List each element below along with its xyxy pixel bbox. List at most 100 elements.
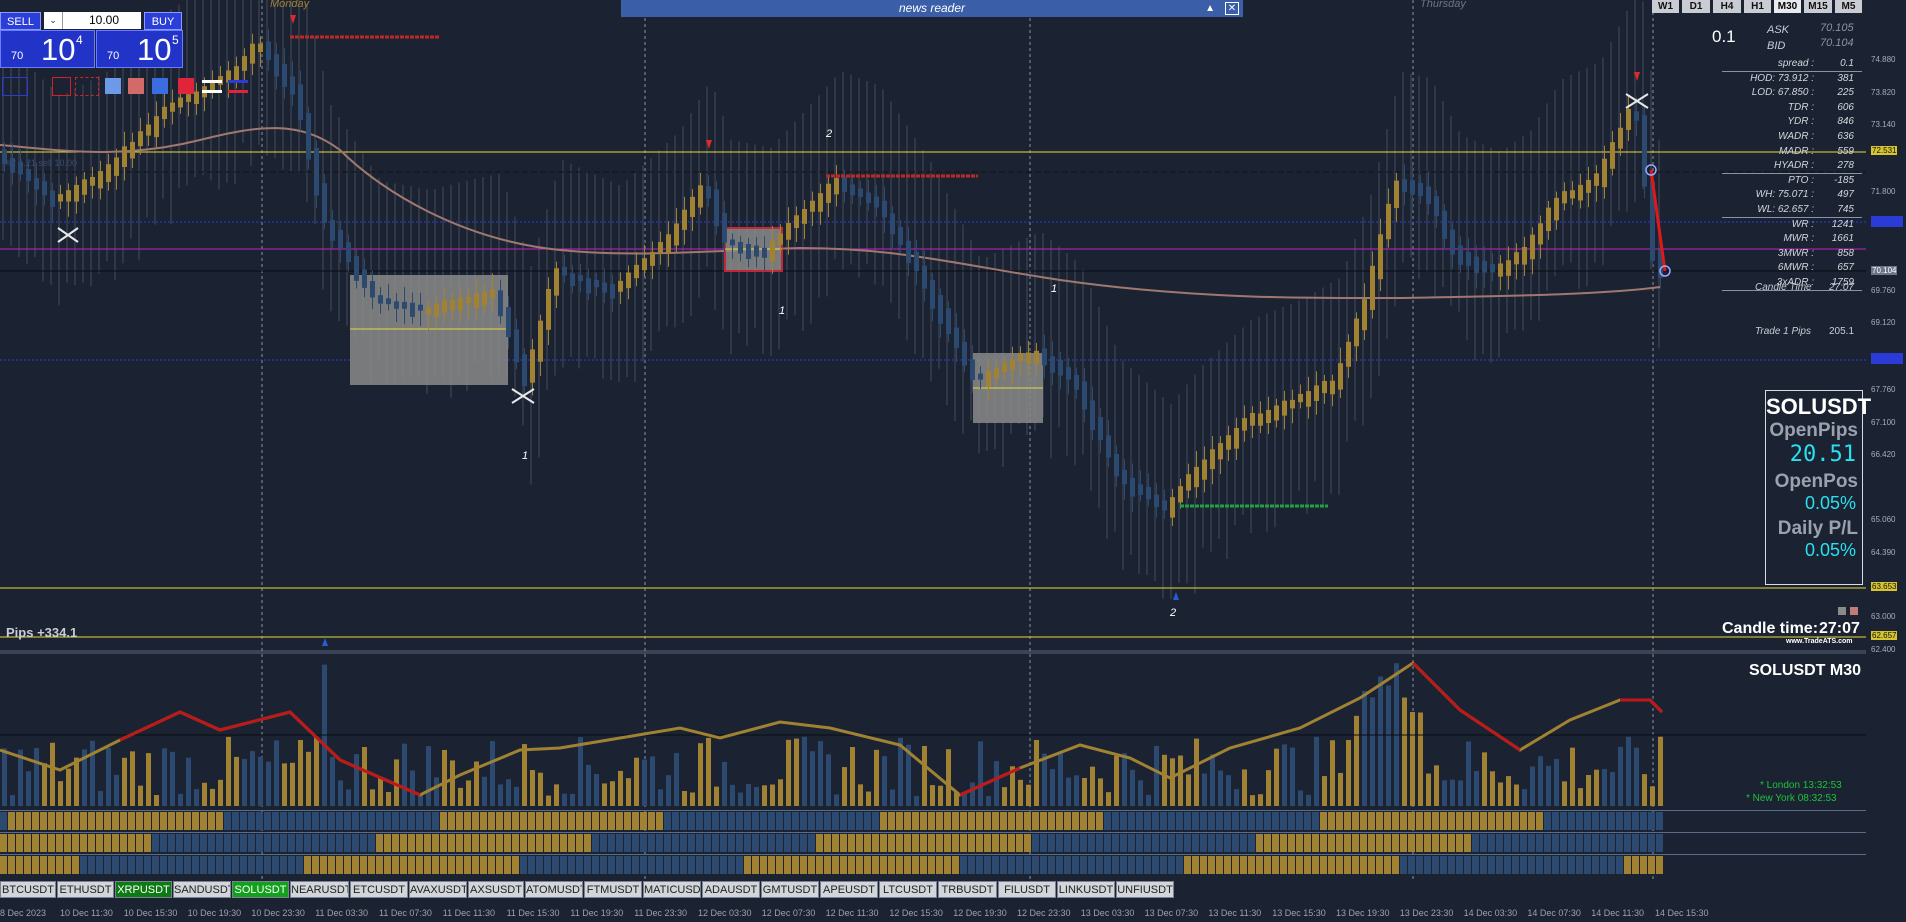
color-swatch-blue-2[interactable] bbox=[152, 78, 168, 94]
color-swatch-red-2[interactable] bbox=[178, 78, 194, 94]
trade-open-icon bbox=[1645, 164, 1657, 176]
time-tick: 13 Dec 15:30 bbox=[1272, 908, 1326, 918]
time-tick: 8 Dec 2023 bbox=[0, 908, 47, 918]
rectangle-tool-red-dashed[interactable] bbox=[75, 77, 99, 96]
bid-value: 70.104 bbox=[1820, 37, 1854, 49]
position-summary-box: SOLUSDT OpenPips 20.51 OpenPos 0.05% Dai… bbox=[1765, 390, 1872, 585]
line-tool-blue[interactable] bbox=[228, 80, 248, 83]
price-tag-yellow: 72.531 bbox=[1871, 146, 1898, 155]
scroll-icon[interactable] bbox=[1850, 607, 1858, 615]
sell-arrows bbox=[290, 15, 1640, 149]
trade-close-icon bbox=[1659, 265, 1671, 277]
rectangle-tool-red[interactable] bbox=[52, 77, 71, 96]
line-tool-red[interactable] bbox=[228, 90, 248, 93]
timeframe-m5[interactable]: M5 bbox=[1835, 0, 1862, 13]
tab-filusdt[interactable]: FILUSDT bbox=[998, 881, 1056, 898]
tab-btcusdt[interactable]: BTCUSDT bbox=[0, 881, 56, 898]
daily-pl-value: 0.05% bbox=[1804, 540, 1856, 560]
trade-pips-label: Trade 1 Pips bbox=[1755, 326, 1811, 337]
timeframe-m15[interactable]: M15 bbox=[1804, 0, 1832, 13]
tab-ftmusdt[interactable]: FTMUSDT bbox=[584, 881, 642, 898]
tab-trbusdt[interactable]: TRBUSDT bbox=[938, 881, 997, 898]
lot-size-input[interactable]: ⌄ 10.00 bbox=[44, 12, 141, 29]
timeframe-h4[interactable]: H4 bbox=[1713, 0, 1741, 13]
open-pips-value: 20.51 bbox=[1789, 442, 1856, 467]
tab-apeusdt[interactable]: APEUSDT bbox=[820, 881, 878, 898]
collapse-icon[interactable]: ▲ bbox=[1205, 3, 1215, 14]
tab-ltcusdt[interactable]: LTCUSDT bbox=[879, 881, 937, 898]
time-tick: 11 Dec 23:30 bbox=[634, 908, 688, 918]
tab-atomusdt[interactable]: ATOMUSDT bbox=[525, 881, 583, 898]
timeframe-w1[interactable]: W1 bbox=[1652, 0, 1679, 13]
tab-xrpusdt[interactable]: XRPUSDT bbox=[115, 881, 172, 898]
price-tick: 62.400 bbox=[1871, 645, 1896, 654]
time-tick: 12 Dec 07:30 bbox=[761, 908, 816, 918]
price-tick: 65.060 bbox=[1871, 515, 1896, 524]
tab-linkusdt[interactable]: LINKUSDT bbox=[1057, 881, 1115, 898]
time-tick: 13 Dec 03:30 bbox=[1080, 908, 1135, 918]
news-reader-bar[interactable]: news reader ▲ ✕ bbox=[621, 0, 1243, 17]
indicator-title: SOLUSDT M30 bbox=[1749, 662, 1862, 679]
tab-sandusdt[interactable]: SANDUSDT bbox=[173, 881, 231, 898]
tab-nearusdt[interactable]: NEARUSDT bbox=[290, 881, 349, 898]
tab-axsusdt[interactable]: AXSUSDT bbox=[468, 881, 524, 898]
price-tick: 73.820 bbox=[1871, 88, 1896, 97]
order-line-label: #2 1.21 sell 10.00 bbox=[6, 158, 78, 168]
buy-button[interactable]: BUY bbox=[144, 12, 182, 30]
price-tag-current: 70.104 bbox=[1871, 266, 1898, 275]
symbol-name: SOLUSDT bbox=[1766, 394, 1872, 419]
timeframe-h1[interactable]: H1 bbox=[1744, 0, 1771, 13]
price-tick: 67.100 bbox=[1871, 418, 1896, 427]
tab-gmtusdt[interactable]: GMTUSDT bbox=[761, 881, 819, 898]
line-tool-white[interactable] bbox=[202, 80, 222, 83]
pips-label: Pips +334.1 bbox=[6, 625, 78, 640]
time-tick: 11 Dec 11:30 bbox=[442, 908, 495, 918]
tab-adausdt[interactable]: ADAUSDT bbox=[702, 881, 760, 898]
price-tag-blue-2 bbox=[1871, 353, 1903, 364]
trade-line bbox=[1649, 169, 1667, 272]
timeframe-m30[interactable]: M30 bbox=[1774, 0, 1801, 13]
price-tag-blue bbox=[1871, 216, 1903, 227]
time-tick: 12 Dec 03:30 bbox=[698, 908, 752, 918]
tab-solusdt[interactable]: SOLUSDT bbox=[232, 881, 289, 898]
wave-label: 2 bbox=[1170, 607, 1177, 619]
lot-display: 0.1 bbox=[1712, 27, 1736, 46]
time-tick: 13 Dec 11:30 bbox=[1208, 908, 1262, 918]
tab-unfiusdt[interactable]: UNFIUSDT bbox=[1116, 881, 1174, 898]
color-swatch-red[interactable] bbox=[128, 78, 144, 94]
chevron-down-icon[interactable]: ⌄ bbox=[44, 12, 63, 29]
time-tick: 12 Dec 19:30 bbox=[953, 908, 1007, 918]
open-pips-label: OpenPips bbox=[1769, 420, 1858, 441]
time-tick: 14 Dec 07:30 bbox=[1527, 908, 1581, 918]
tab-etcusdt[interactable]: ETCUSDT bbox=[350, 881, 408, 898]
sell-button[interactable]: SELL bbox=[0, 12, 41, 30]
tab-ethusdt[interactable]: ETHUSDT bbox=[57, 881, 114, 898]
wave-label: 1 bbox=[522, 450, 529, 462]
trade-pips-value: 205.1 bbox=[1829, 326, 1855, 337]
timeframe-d1[interactable]: D1 bbox=[1682, 0, 1710, 13]
color-swatch-blue[interactable] bbox=[105, 78, 121, 94]
price-tick: 69.760 bbox=[1871, 286, 1896, 295]
session-lines bbox=[261, 0, 1654, 880]
tab-avaxusdt[interactable]: AVAXUSDT bbox=[409, 881, 467, 898]
price-tag-yellow-2: 63.653 bbox=[1871, 582, 1898, 591]
buy-price-box[interactable]: 70 10 5 bbox=[96, 30, 183, 68]
tab-maticusdt[interactable]: MATICUSDT bbox=[643, 881, 701, 898]
time-tick: 12 Dec 15:30 bbox=[889, 908, 943, 918]
line-tool-white-2[interactable] bbox=[202, 90, 222, 93]
time-tick: 11 Dec 15:30 bbox=[506, 908, 560, 918]
rectangle-tool-blue[interactable] bbox=[2, 77, 28, 96]
close-icon[interactable]: ✕ bbox=[1225, 2, 1239, 15]
candles bbox=[2, 28, 1663, 527]
sell-price-box[interactable]: 70 10 4 bbox=[0, 30, 95, 68]
wave-label: 1 bbox=[1051, 283, 1058, 295]
scroll-icon[interactable] bbox=[1838, 607, 1846, 615]
website-label: www.TradeATS.com bbox=[1786, 638, 1853, 645]
time-tick: 14 Dec 03:30 bbox=[1463, 908, 1518, 918]
time-tick: 10 Dec 11:30 bbox=[60, 908, 113, 918]
time-tick: 12 Dec 23:30 bbox=[1017, 908, 1071, 918]
day-label-monday: Monday bbox=[270, 0, 310, 10]
open-pos-label: OpenPos bbox=[1774, 471, 1858, 492]
wave-label: 2 bbox=[826, 128, 833, 140]
